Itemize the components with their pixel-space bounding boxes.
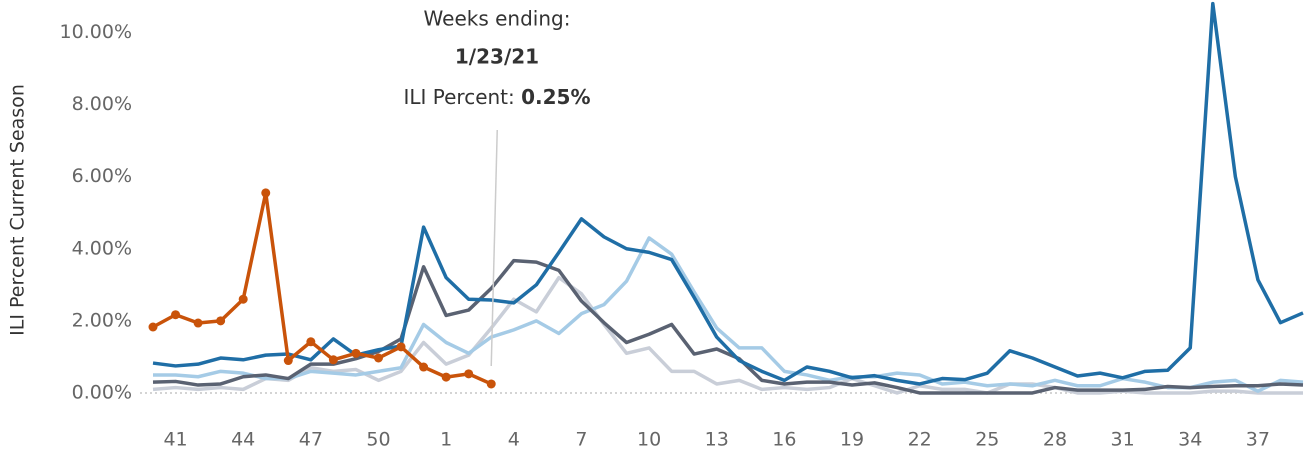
series-marker [148,322,158,332]
series-marker [328,355,338,365]
y-axis-title: ILI Percent Current Season [7,84,29,336]
series-marker [441,372,451,382]
x-tick-label: 47 [299,429,323,451]
series-line [153,236,1304,393]
tooltip-value: ILI Percent: 0.25% [403,85,590,109]
x-tick-label: 19 [840,429,864,451]
x-tick-label: 4 [508,429,520,451]
series-marker [261,188,271,198]
series-marker [216,316,226,326]
y-tick-label: 0.00% [72,381,132,403]
x-tick-label: 10 [637,429,661,451]
x-tick-label: 22 [908,429,932,451]
x-tick-label: 7 [575,429,587,451]
tooltip-date: 1/23/21 [455,45,539,69]
series-marker [306,337,316,347]
y-tick-label: 6.00% [72,165,132,187]
y-tick-label: 4.00% [72,237,132,259]
series-marker [283,356,293,366]
y-tick-label: 10.00% [60,21,132,43]
series-marker [351,348,361,358]
tooltip-heading: Weeks ending: [424,7,571,31]
x-tick-label: 1 [440,429,452,451]
series-marker [464,369,474,379]
x-tick-label: 50 [366,429,390,451]
x-tick-label: 31 [1111,429,1135,451]
series-marker [193,318,203,328]
y-tick-label: 8.00% [72,93,132,115]
tooltip-label: ILI Percent: [403,85,514,109]
series-marker [171,310,181,320]
series-marker [396,342,406,352]
series-marker [238,294,248,304]
x-tick-label: 25 [975,429,999,451]
x-tick-label: 34 [1178,429,1202,451]
series-marker [419,362,429,372]
tooltip-pointer [490,129,498,366]
x-tick-label: 41 [163,429,187,451]
tooltip-value-label: 0.25% [521,85,590,109]
x-tick-label: 37 [1246,429,1270,451]
series-marker [373,353,383,363]
series-line [152,1,1304,386]
x-tick-label: 28 [1043,429,1067,451]
series-line [152,258,1304,395]
series-line [152,275,1303,395]
x-tick-label: 44 [231,429,255,451]
x-tick-label: 16 [772,429,796,451]
series-line [152,191,492,386]
x-tick-label: 13 [705,429,729,451]
series-marker [486,379,496,389]
y-tick-label: 2.00% [72,309,132,331]
